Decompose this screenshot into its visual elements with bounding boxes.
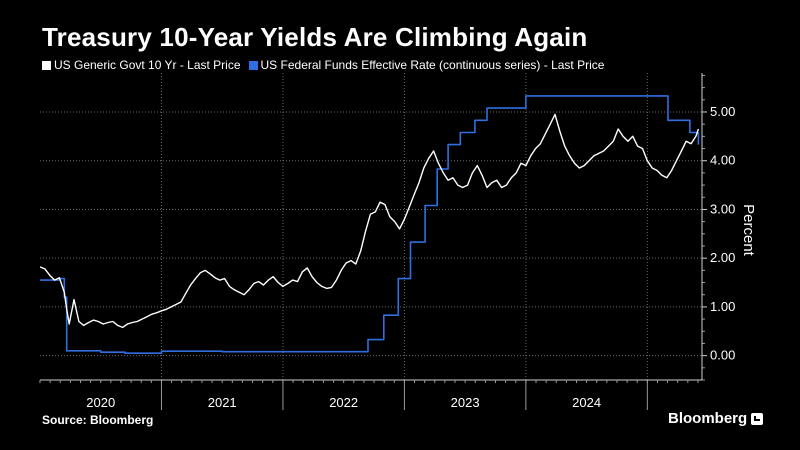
x-tick-label: 2020 bbox=[86, 395, 115, 410]
y-tick-label: 3.00 bbox=[710, 201, 735, 216]
legend-label-fedfunds: US Federal Funds Effective Rate (continu… bbox=[260, 58, 605, 72]
legend-item-fedfunds: US Federal Funds Effective Rate (continu… bbox=[248, 58, 605, 72]
x-tick-label: 2022 bbox=[329, 395, 358, 410]
source-note: Source: Bloomberg bbox=[42, 413, 154, 427]
y-tick-label: 2.00 bbox=[710, 250, 735, 265]
bloomberg-logo: Bloomberg bbox=[668, 410, 764, 427]
legend-label-10yr: US Generic Govt 10 Yr - Last Price bbox=[54, 58, 241, 72]
series-line-fedfunds bbox=[40, 95, 700, 354]
chart-title: Treasury 10-Year Yields Are Climbing Aga… bbox=[42, 22, 588, 52]
series bbox=[40, 95, 700, 354]
series-group bbox=[40, 95, 700, 354]
y-tick-label: 0.00 bbox=[710, 348, 735, 363]
x-tick-label: 2021 bbox=[208, 395, 237, 410]
legend-item-10yr: US Generic Govt 10 Yr - Last Price bbox=[42, 58, 241, 72]
grid bbox=[40, 73, 702, 380]
chart-icon bbox=[751, 412, 764, 425]
series-line-10yr bbox=[40, 113, 700, 329]
y-tick-label: 1.00 bbox=[710, 299, 735, 314]
x-tick-label: 2024 bbox=[572, 395, 601, 410]
legend-swatch-10yr bbox=[42, 60, 51, 70]
axes bbox=[39, 73, 707, 410]
legend-swatch-fedfunds bbox=[248, 60, 258, 70]
y-tick-label: 5.00 bbox=[710, 104, 735, 119]
legend: US Generic Govt 10 Yr - Last Price US Fe… bbox=[42, 58, 612, 72]
brand-label: Bloomberg bbox=[668, 410, 748, 427]
tick-labels: 0.00 1.00 2.00 3.00 4.00 5.00 2020 2021 2022 2023… bbox=[86, 104, 735, 410]
y-tick-label: 4.00 bbox=[710, 153, 735, 168]
x-tick-label: 2023 bbox=[451, 395, 480, 410]
y-axis-label: Percent bbox=[740, 204, 757, 257]
